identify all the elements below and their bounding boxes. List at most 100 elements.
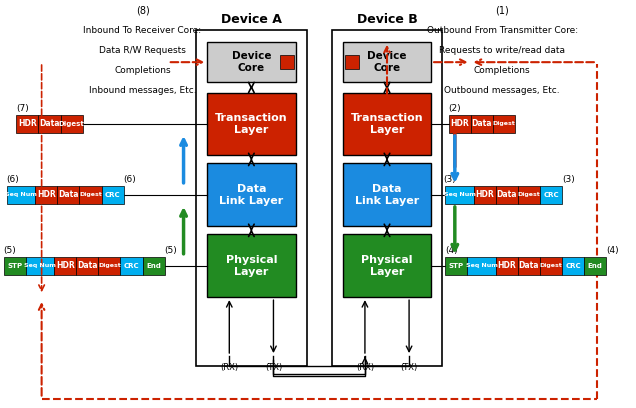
- FancyBboxPatch shape: [54, 257, 76, 275]
- FancyBboxPatch shape: [584, 257, 606, 275]
- FancyBboxPatch shape: [562, 257, 584, 275]
- Text: End: End: [146, 263, 161, 269]
- Text: Seq Num: Seq Num: [5, 193, 37, 197]
- Text: (TX): (TX): [401, 363, 418, 372]
- FancyBboxPatch shape: [467, 257, 496, 275]
- Text: Data: Data: [58, 191, 79, 200]
- Text: Transaction
Layer: Transaction Layer: [350, 113, 424, 135]
- FancyBboxPatch shape: [207, 93, 296, 155]
- Text: (5): (5): [4, 246, 17, 255]
- Text: HDR: HDR: [18, 120, 37, 129]
- Text: Outbound From Transmitter Core:: Outbound From Transmitter Core:: [427, 26, 577, 35]
- Text: STP: STP: [449, 263, 464, 269]
- Text: Seq Num: Seq Num: [444, 193, 476, 197]
- FancyBboxPatch shape: [36, 186, 57, 204]
- FancyBboxPatch shape: [493, 115, 515, 133]
- FancyBboxPatch shape: [518, 257, 540, 275]
- Text: Data: Data: [519, 261, 539, 270]
- Text: Device
Core: Device Core: [367, 51, 407, 73]
- FancyBboxPatch shape: [17, 115, 38, 133]
- FancyBboxPatch shape: [345, 55, 359, 69]
- FancyBboxPatch shape: [540, 186, 562, 204]
- Text: (RX): (RX): [356, 363, 374, 372]
- Text: Seq Num: Seq Num: [24, 263, 56, 268]
- FancyBboxPatch shape: [207, 234, 296, 297]
- Text: Digest: Digest: [98, 263, 121, 268]
- Text: HDR: HDR: [476, 191, 494, 200]
- FancyBboxPatch shape: [207, 42, 296, 82]
- FancyBboxPatch shape: [60, 115, 83, 133]
- Text: Digest: Digest: [540, 263, 562, 268]
- FancyBboxPatch shape: [207, 164, 296, 226]
- FancyBboxPatch shape: [445, 257, 467, 275]
- FancyBboxPatch shape: [38, 115, 60, 133]
- FancyBboxPatch shape: [4, 257, 26, 275]
- FancyBboxPatch shape: [540, 257, 562, 275]
- Text: Device B: Device B: [357, 13, 417, 26]
- Text: Digest: Digest: [59, 121, 85, 127]
- FancyBboxPatch shape: [76, 257, 99, 275]
- FancyBboxPatch shape: [496, 257, 518, 275]
- Text: CRC: CRC: [543, 192, 559, 198]
- Text: Data
Link Layer: Data Link Layer: [219, 184, 284, 206]
- FancyBboxPatch shape: [196, 30, 307, 366]
- Text: STP: STP: [7, 263, 22, 269]
- Text: (RX): (RX): [220, 363, 238, 372]
- FancyBboxPatch shape: [120, 257, 142, 275]
- Text: HDR: HDR: [450, 120, 469, 129]
- Text: (8): (8): [135, 5, 149, 16]
- FancyBboxPatch shape: [26, 257, 54, 275]
- Text: Digest: Digest: [79, 193, 102, 197]
- FancyBboxPatch shape: [102, 186, 123, 204]
- Text: (1): (1): [495, 5, 509, 16]
- FancyBboxPatch shape: [474, 186, 496, 204]
- FancyBboxPatch shape: [518, 186, 540, 204]
- Text: (7): (7): [17, 104, 29, 113]
- Text: HDR: HDR: [56, 261, 74, 270]
- Text: HDR: HDR: [37, 191, 56, 200]
- FancyBboxPatch shape: [445, 186, 474, 204]
- Text: Data: Data: [39, 120, 60, 129]
- Text: Device
Core: Device Core: [232, 51, 271, 73]
- Text: Completions: Completions: [474, 66, 530, 75]
- FancyBboxPatch shape: [142, 257, 165, 275]
- Text: (6): (6): [6, 175, 19, 184]
- Text: Completions: Completions: [114, 66, 171, 75]
- FancyBboxPatch shape: [343, 234, 431, 297]
- Text: Digest: Digest: [518, 193, 541, 197]
- Text: Data
Link Layer: Data Link Layer: [355, 184, 419, 206]
- Text: (TX): (TX): [265, 363, 282, 372]
- Text: Device A: Device A: [221, 13, 282, 26]
- Text: HDR: HDR: [497, 261, 516, 270]
- Text: (6): (6): [123, 175, 136, 184]
- FancyBboxPatch shape: [280, 55, 294, 69]
- FancyBboxPatch shape: [332, 30, 442, 366]
- FancyBboxPatch shape: [80, 186, 102, 204]
- Text: Requests to write/read data: Requests to write/read data: [439, 46, 565, 55]
- Text: Data: Data: [471, 120, 492, 129]
- FancyBboxPatch shape: [343, 93, 431, 155]
- Text: Data: Data: [497, 191, 517, 200]
- FancyBboxPatch shape: [99, 257, 120, 275]
- Text: (3): (3): [443, 175, 456, 184]
- FancyBboxPatch shape: [343, 42, 431, 82]
- FancyBboxPatch shape: [496, 186, 518, 204]
- Text: Seq Num: Seq Num: [466, 263, 497, 268]
- Text: CRC: CRC: [565, 263, 581, 269]
- Text: Inbound messages, Etc.: Inbound messages, Etc.: [89, 86, 197, 95]
- Text: Digest: Digest: [492, 122, 515, 126]
- Text: (4): (4): [606, 246, 619, 255]
- Text: CRC: CRC: [124, 263, 139, 269]
- Text: Data: Data: [77, 261, 97, 270]
- FancyBboxPatch shape: [448, 115, 471, 133]
- Text: (2): (2): [448, 104, 461, 113]
- FancyBboxPatch shape: [471, 115, 493, 133]
- Text: Inbound To Receiver Core:: Inbound To Receiver Core:: [83, 26, 202, 35]
- Text: (4): (4): [445, 246, 458, 255]
- Text: (5): (5): [165, 246, 177, 255]
- Text: Physical
Layer: Physical Layer: [226, 255, 277, 277]
- FancyBboxPatch shape: [7, 186, 36, 204]
- Text: CRC: CRC: [105, 192, 120, 198]
- Text: Outbound messages, Etc.: Outbound messages, Etc.: [445, 86, 560, 95]
- Text: (3): (3): [562, 175, 575, 184]
